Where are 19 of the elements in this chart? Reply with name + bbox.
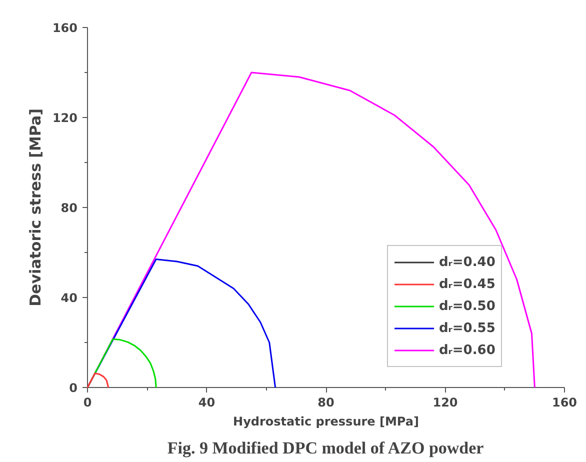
y-tick-label: 40 <box>60 291 78 305</box>
legend-label: dᵣ=0.45 <box>439 276 496 292</box>
y-tick-label: 0 <box>69 381 78 395</box>
legend-label: dᵣ=0.40 <box>439 254 496 270</box>
y-tick-label: 160 <box>52 21 78 35</box>
x-tick-label: 160 <box>552 396 578 410</box>
legend-label: dᵣ=0.55 <box>439 320 496 336</box>
y-axis-title: Deviatoric stress [MPa] <box>26 108 44 306</box>
x-tick-label: 120 <box>432 396 458 410</box>
legend-label: dᵣ=0.50 <box>439 298 496 314</box>
x-tick-label: 80 <box>318 396 334 410</box>
y-tick-label: 80 <box>60 201 78 215</box>
x-axis-title: Hydrostatic pressure [MPa] <box>233 414 419 428</box>
x-tick-label: 40 <box>198 396 216 410</box>
line-series <box>86 372 110 388</box>
y-tick-label: 120 <box>52 111 78 125</box>
x-tick-label: 0 <box>83 396 92 410</box>
caption: Fig. 9 Modified DPC model of AZO powder <box>167 438 484 458</box>
legend-label: dᵣ=0.60 <box>439 342 496 358</box>
